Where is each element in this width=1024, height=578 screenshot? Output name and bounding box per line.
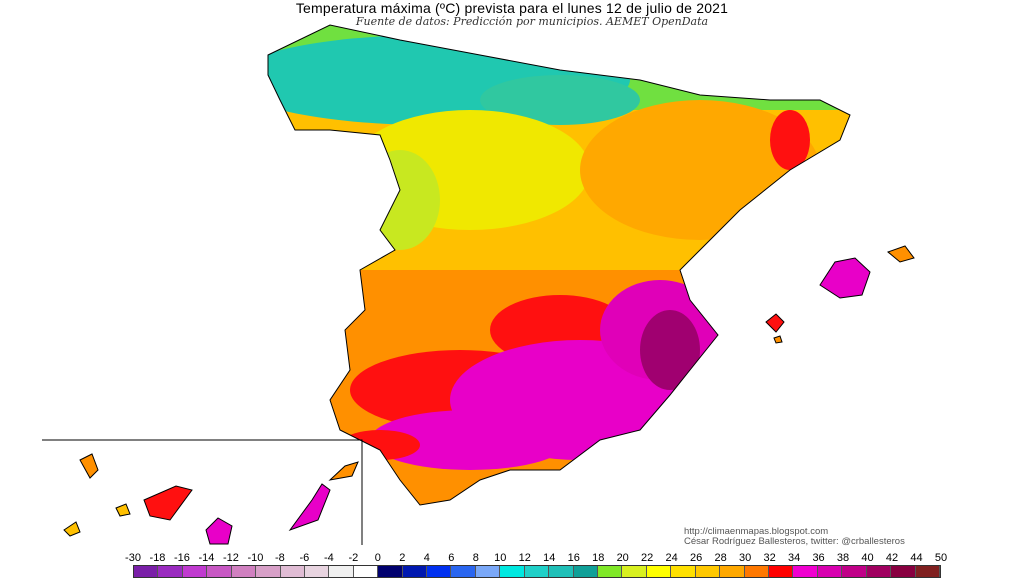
legend-swatch <box>427 566 452 577</box>
legend-label: 4 <box>423 552 430 564</box>
legend-swatch <box>695 566 721 577</box>
legend-label: 16 <box>567 552 580 564</box>
legend-swatch <box>402 566 428 577</box>
credits-author: César Rodríguez Ballesteros, twitter: @c… <box>684 536 905 547</box>
legend-swatch <box>304 566 330 577</box>
legend-label: 38 <box>836 552 850 564</box>
legend-label: -10 <box>247 552 264 564</box>
legend-label: 24 <box>665 552 678 564</box>
legend-swatch <box>451 566 476 577</box>
legend-label: 10 <box>494 552 507 564</box>
legend-label: 8 <box>472 552 479 564</box>
map-title: Temperatura máxima (ºC) prevista para el… <box>295 0 729 16</box>
balearic-islands <box>765 245 915 344</box>
legend-label: 50 <box>934 552 948 564</box>
legend-label: 32 <box>763 552 776 564</box>
canary-islands <box>63 453 359 545</box>
legend-swatch <box>475 566 501 577</box>
legend-swatch <box>353 566 379 577</box>
legend-label: 6 <box>448 552 455 564</box>
legend-swatch <box>671 566 696 577</box>
legend-label: -16 <box>174 552 190 564</box>
legend-swatch <box>622 566 647 577</box>
peninsula-outline <box>267 24 851 506</box>
legend-label: -18 <box>149 552 166 564</box>
legend-swatch <box>720 566 745 577</box>
legend-swatch <box>842 566 867 577</box>
legend-label: 28 <box>714 552 727 564</box>
legend-label: 2 <box>399 552 406 564</box>
legend-label: -6 <box>299 552 310 564</box>
legend-label: 22 <box>641 552 654 564</box>
legend-label: -8 <box>275 552 285 564</box>
legend-label: 0 <box>374 552 381 564</box>
legend-label: 34 <box>787 552 801 564</box>
legend-label: -30 <box>125 552 141 564</box>
peninsula <box>268 25 850 505</box>
legend-label: 14 <box>543 552 556 564</box>
legend-label: 30 <box>738 552 752 564</box>
legend-swatch <box>207 566 232 577</box>
legend-swatch <box>891 566 916 577</box>
legend-swatch <box>793 566 818 577</box>
legend-label: -14 <box>198 552 215 564</box>
legend-swatch <box>182 566 208 577</box>
legend-swatch <box>231 566 257 577</box>
color-legend: -30 -18 -16 -14 -12 -10 -8 -6 -4 -2 0 2 4 6 8 10 12 14 16 1… <box>125 552 947 578</box>
legend-label: 36 <box>812 552 825 564</box>
legend-swatch <box>500 566 525 577</box>
legend-swatch <box>744 566 769 577</box>
legend-swatch <box>646 566 672 577</box>
legend-swatch <box>598 566 623 577</box>
legend-swatch <box>256 566 281 577</box>
legend-swatch <box>915 566 940 577</box>
legend-swatch <box>280 566 305 577</box>
legend-label: 26 <box>690 552 703 564</box>
legend-label: 40 <box>861 552 874 564</box>
legend-swatch <box>158 566 183 577</box>
map-subtitle: Fuente de datos: Predicción por municipi… <box>355 15 709 28</box>
legend-swatch <box>866 566 892 577</box>
legend-label: -12 <box>222 552 239 564</box>
legend-swatch <box>329 566 354 577</box>
legend-label: 12 <box>518 552 531 564</box>
credits: http://climaenmapas.blogspot.com César R… <box>684 527 905 547</box>
legend-swatch <box>378 566 403 577</box>
legend-label: 18 <box>592 552 605 564</box>
legend-label: -4 <box>323 552 334 564</box>
legend-swatch <box>524 566 550 577</box>
canary-inset-frame <box>42 439 363 545</box>
credits-url: http://climaenmapas.blogspot.com <box>684 526 829 537</box>
legend-label: -2 <box>348 552 359 564</box>
legend-swatch <box>817 566 843 577</box>
legend-swatch <box>134 566 159 577</box>
legend-swatch <box>768 566 794 577</box>
legend-label: 44 <box>910 552 923 564</box>
legend-label: 20 <box>616 552 629 564</box>
legend-swatch <box>573 566 599 577</box>
legend-swatch <box>549 566 574 577</box>
legend-label: 42 <box>885 552 899 564</box>
